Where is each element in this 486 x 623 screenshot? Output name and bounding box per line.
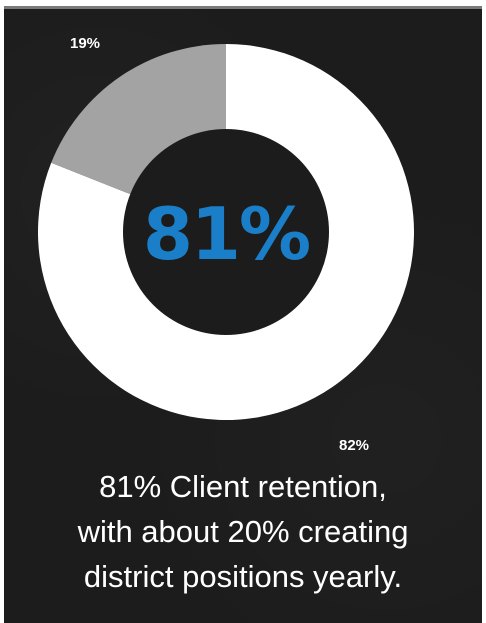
slice-label-19: 19% bbox=[70, 35, 101, 52]
slice-label-82: 82% bbox=[339, 437, 370, 454]
caption-line-3: district positions yearly. bbox=[83, 559, 403, 594]
caption: 81% Client retention, with about 20% cre… bbox=[4, 464, 482, 599]
infographic-panel: 81% 19% 82% 81% Client retention, with a… bbox=[4, 6, 482, 623]
donut-chart: 81% bbox=[37, 44, 415, 420]
donut-center-value: 81% bbox=[143, 192, 309, 276]
caption-line-1: 81% Client retention, bbox=[99, 469, 387, 504]
caption-line-2: with about 20% creating bbox=[77, 514, 409, 549]
donut-hole bbox=[123, 129, 329, 335]
